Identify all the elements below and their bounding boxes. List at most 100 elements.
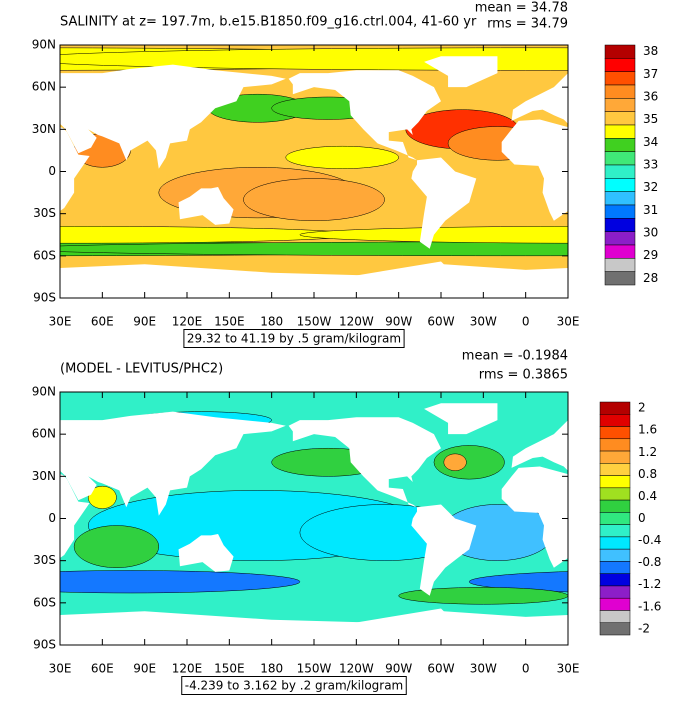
colorbar-box bbox=[599, 426, 631, 440]
lon-label: 120W bbox=[339, 315, 374, 329]
colorbar-label: 1.6 bbox=[638, 423, 657, 437]
colorbar-label: -0.8 bbox=[638, 555, 661, 569]
contour-region bbox=[433, 445, 505, 480]
land bbox=[511, 420, 568, 471]
lon-label: 0 bbox=[522, 315, 530, 329]
contour-region bbox=[0, 110, 11, 149]
lon-label: 60W bbox=[427, 662, 454, 676]
panel-title: SALINITY at z= 197.7m, b.e15.B1850.f09_g… bbox=[60, 15, 477, 30]
lat-label: 90S bbox=[33, 291, 56, 305]
rms-label: rms = 34.79 bbox=[487, 17, 568, 32]
lon-label: 120W bbox=[339, 662, 374, 676]
colorbar-label: 0 bbox=[638, 511, 646, 525]
contour-region bbox=[667, 167, 700, 218]
colorbar-box bbox=[604, 258, 636, 272]
colorbar-box bbox=[604, 164, 636, 179]
lon-label: 90W bbox=[385, 662, 412, 676]
lat-label: 30N bbox=[32, 122, 56, 136]
lon-label: 180 bbox=[260, 315, 283, 329]
lon-label: 150E bbox=[214, 662, 245, 676]
colorbar-box bbox=[599, 561, 631, 574]
colorbar-label: 35 bbox=[643, 112, 658, 126]
contour-info: -4.239 to 3.162 by .2 gram/kilogram bbox=[185, 679, 404, 693]
land bbox=[243, 261, 568, 298]
colorbar-box bbox=[599, 487, 631, 501]
lat-label: 0 bbox=[48, 164, 56, 178]
lon-label: 150E bbox=[214, 315, 245, 329]
colorbar-label: -2 bbox=[638, 621, 650, 635]
colorbar-label: -1.6 bbox=[638, 599, 661, 613]
contour-region bbox=[60, 570, 301, 594]
lon-label: 30W bbox=[470, 662, 497, 676]
info-box bbox=[183, 329, 405, 348]
colorbar-box bbox=[604, 191, 636, 206]
colorbar-box bbox=[599, 475, 631, 489]
lon-label: 150W bbox=[297, 662, 332, 676]
colorbar-box bbox=[599, 499, 631, 513]
colorbar-box bbox=[599, 622, 631, 636]
land bbox=[288, 70, 441, 161]
colorbar-box bbox=[604, 111, 636, 126]
contour-region bbox=[398, 587, 568, 605]
land bbox=[60, 127, 90, 211]
lat-label: 0 bbox=[48, 511, 56, 525]
colorbar-box bbox=[604, 58, 636, 72]
colorbar-box bbox=[604, 138, 636, 152]
colorbar-label: 38 bbox=[643, 44, 658, 58]
lon-label: 180 bbox=[260, 662, 283, 676]
colorbar-box bbox=[604, 124, 636, 139]
lon-label: 30E bbox=[557, 662, 580, 676]
map bbox=[0, 45, 700, 298]
lon-label: 60E bbox=[91, 315, 114, 329]
map bbox=[60, 392, 568, 645]
colorbar-label: 0.4 bbox=[638, 489, 657, 503]
mean-label: mean = 34.78 bbox=[475, 1, 568, 16]
colorbar-box bbox=[599, 463, 631, 476]
colorbar-box bbox=[604, 204, 636, 219]
rms-label: rms = 0.3865 bbox=[479, 368, 568, 383]
colorbar-box bbox=[604, 98, 636, 112]
lat-label: 60N bbox=[32, 427, 56, 441]
lon-label: 90E bbox=[133, 662, 156, 676]
colorbar-box bbox=[599, 512, 631, 525]
colorbar-box bbox=[599, 585, 631, 599]
land bbox=[178, 186, 234, 225]
colorbar-label: 2 bbox=[638, 401, 646, 415]
colorbar-box bbox=[604, 231, 636, 246]
colorbar-box bbox=[599, 610, 631, 623]
land bbox=[424, 56, 498, 88]
land bbox=[178, 533, 234, 572]
lat-label: 60S bbox=[33, 595, 56, 609]
colorbar-box bbox=[599, 548, 631, 562]
lon-label: 120E bbox=[172, 662, 203, 676]
colorbar-label: 33 bbox=[643, 158, 658, 172]
land bbox=[288, 417, 441, 508]
colorbar-box bbox=[604, 84, 636, 99]
land bbox=[60, 411, 286, 516]
colorbar-box bbox=[604, 218, 636, 232]
land bbox=[243, 608, 568, 645]
lon-label: 30W bbox=[470, 315, 497, 329]
lon-label: 30E bbox=[557, 315, 580, 329]
land bbox=[511, 73, 568, 124]
lon-label: 30E bbox=[49, 662, 72, 676]
colorbar-box bbox=[599, 536, 631, 550]
lon-label: 120E bbox=[172, 315, 203, 329]
contour-region bbox=[0, 242, 18, 256]
land bbox=[501, 119, 568, 221]
colorbar-label: 29 bbox=[643, 248, 658, 262]
colorbar-box bbox=[604, 44, 636, 59]
lat-label: 30S bbox=[33, 553, 56, 567]
land bbox=[411, 157, 477, 249]
land bbox=[60, 64, 286, 169]
colorbar-label: -1.2 bbox=[638, 577, 661, 591]
lon-label: 60E bbox=[91, 662, 114, 676]
lat-label: 30S bbox=[33, 206, 56, 220]
lat-label: 60S bbox=[33, 248, 56, 262]
lon-label: 90W bbox=[385, 315, 412, 329]
panel-title: (MODEL - LEVITUS/PHC2) bbox=[60, 362, 223, 377]
colorbar-box bbox=[599, 438, 631, 452]
lat-label: 90N bbox=[32, 38, 56, 52]
colorbar-label: 1.2 bbox=[638, 445, 657, 459]
